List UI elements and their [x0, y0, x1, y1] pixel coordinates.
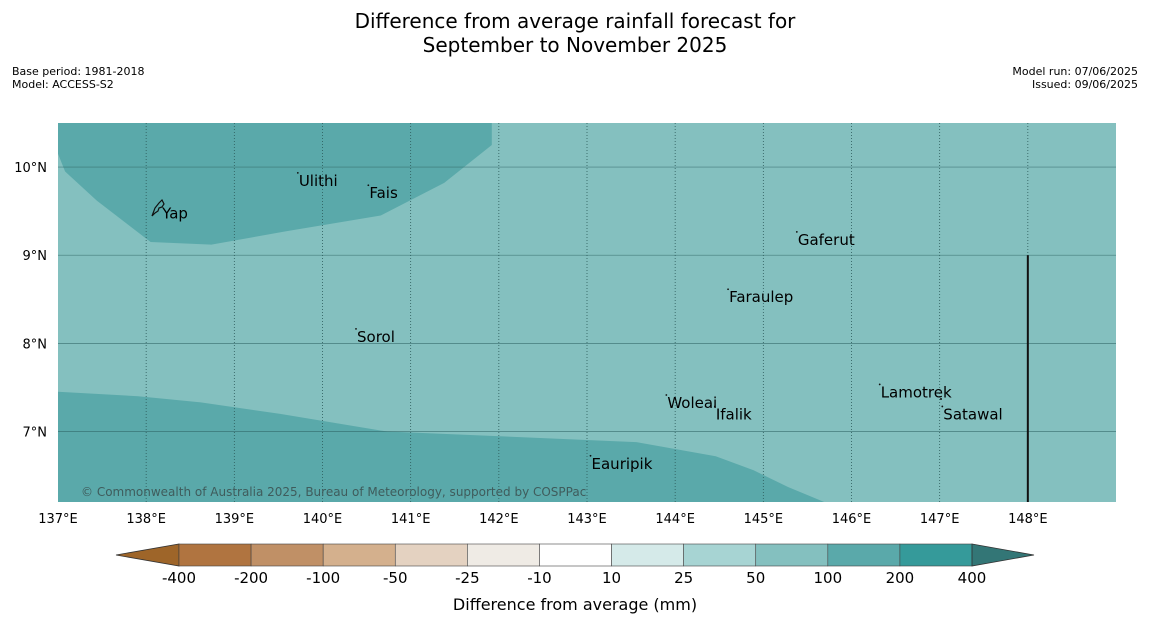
south-wetter-region — [58, 391, 825, 502]
colorbar-cell — [755, 543, 829, 567]
colorbar-cell — [683, 543, 757, 567]
place-label: Faraulep — [729, 288, 793, 306]
longitude-tick-label: 143°E — [567, 512, 607, 527]
issued-date: Issued: 09/06/2025 — [1031, 78, 1138, 91]
colorbar-cell — [467, 543, 540, 567]
colorbar-tick-label: 400 — [958, 569, 987, 587]
colorbar-tick-labels: -400 -200 -100 -50 -25 -10 10 25 50 100 200 400 — [162, 569, 986, 587]
colorbar-tick-label: 50 — [746, 569, 765, 587]
colorbar-cell — [250, 543, 324, 567]
wetter-regions — [58, 123, 825, 502]
colorbar-cell — [322, 543, 396, 567]
rainfall-map: Yap Ulithi Fais Gaferut Faraulep Sorol WoleaiI… — [14, 123, 1116, 527]
colorbar-cell — [178, 543, 252, 567]
colorbar-tick-label: 25 — [674, 569, 693, 587]
place-label: Lamotrek — [881, 383, 952, 401]
yap-island-outline — [151, 198, 165, 217]
copyright-notice: © Commonwealth of Australia 2025, Bureau… — [81, 485, 586, 499]
latitude-tick-label: 9°N — [23, 249, 48, 264]
colorbar-tick-label: -50 — [383, 569, 408, 587]
latitude-gridlines — [58, 166, 1116, 432]
place-label: Yap — [161, 204, 188, 222]
island-dot — [589, 454, 592, 457]
island-dot — [713, 405, 716, 408]
colorbar-cell — [539, 543, 612, 567]
island-dot — [878, 383, 881, 386]
colorbar-low-extension — [115, 543, 180, 567]
title-line-2: September to November 2025 — [422, 33, 728, 57]
colorbar-tick-label: -25 — [455, 569, 480, 587]
latitude-tick-label: 8°N — [23, 337, 48, 352]
place-label: Ulithi — [299, 172, 338, 190]
island-dot — [940, 398, 942, 400]
meta-left: Base period: 1981-2018 Model: ACCESS-S2 — [12, 65, 144, 91]
longitude-tick-label: 147°E — [920, 512, 960, 527]
model-name: Model: ACCESS-S2 — [12, 78, 114, 91]
longitude-tick-label: 142°E — [479, 512, 519, 527]
latitude-tick-labels: 7°N 8°N 9°N 10°N — [14, 161, 47, 440]
island-dot — [727, 288, 729, 291]
colorbar-high-extension — [971, 543, 1035, 567]
place-labels: Yap Ulithi Fais Gaferut Faraulep Sorol WoleaiI… — [161, 172, 1003, 473]
colorbar-cell — [394, 543, 468, 567]
latitude-tick-label: 10°N — [14, 161, 47, 176]
longitude-tick-label: 145°E — [744, 512, 784, 527]
colorbar-tick-label: -10 — [527, 569, 552, 587]
place-label: Fais — [369, 184, 398, 202]
longitude-tick-label: 139°E — [215, 512, 255, 527]
island-dot — [367, 184, 370, 187]
base-period: Base period: 1981-2018 — [12, 65, 145, 78]
longitude-tick-label: 148°E — [1008, 512, 1048, 527]
longitude-tick-label: 137°E — [38, 512, 78, 527]
colorbar-cell — [899, 543, 973, 567]
north-west-wetter-region — [58, 123, 492, 245]
colorbar-cells — [115, 543, 1035, 567]
map-title: Difference from average rainfall forecas… — [0, 9, 1150, 57]
colorbar-tick-label: 100 — [813, 569, 842, 587]
place-label: Gaferut — [798, 231, 855, 249]
longitude-tick-label: 138°E — [126, 512, 166, 527]
colorbar-cell — [827, 543, 901, 567]
island-dot — [355, 327, 357, 330]
longitude-tick-label: 146°E — [832, 512, 872, 527]
island-dot — [941, 405, 944, 408]
place-label: Ifalik — [716, 405, 752, 423]
colorbar-cell — [611, 543, 684, 567]
place-label: Sorol — [357, 328, 395, 346]
latitude-tick-label: 7°N — [23, 425, 48, 440]
colorbar-tick-label: 10 — [602, 569, 621, 587]
place-label: Satawal — [943, 405, 1002, 423]
colorbar-tick-label: -400 — [162, 569, 196, 587]
island-markers — [151, 171, 944, 457]
place-label: Eauripik — [592, 455, 653, 473]
colorbar-tick-label: -200 — [234, 569, 268, 587]
colorbar-tick-label: -100 — [306, 569, 340, 587]
island-dot — [665, 394, 668, 396]
longitude-tick-label: 141°E — [391, 512, 431, 527]
place-label: Woleai — [667, 394, 717, 412]
meta-right: Model run: 07/06/2025 Issued: 09/06/2025 — [1012, 65, 1138, 91]
title-line-1: Difference from average rainfall forecas… — [354, 9, 796, 33]
longitude-tick-labels: 137°E 138°E 139°E 140°E 141°E 142°E 143°E 144°E… — [38, 512, 1047, 527]
island-dot — [296, 171, 299, 174]
island-dot — [795, 231, 798, 233]
colorbar-label: Difference from average (mm) — [452, 595, 698, 614]
longitude-tick-label: 144°E — [655, 512, 695, 527]
model-run: Model run: 07/06/2025 — [1012, 65, 1138, 78]
longitude-tick-label: 140°E — [303, 512, 343, 527]
colorbar-tick-label: 200 — [886, 569, 915, 587]
